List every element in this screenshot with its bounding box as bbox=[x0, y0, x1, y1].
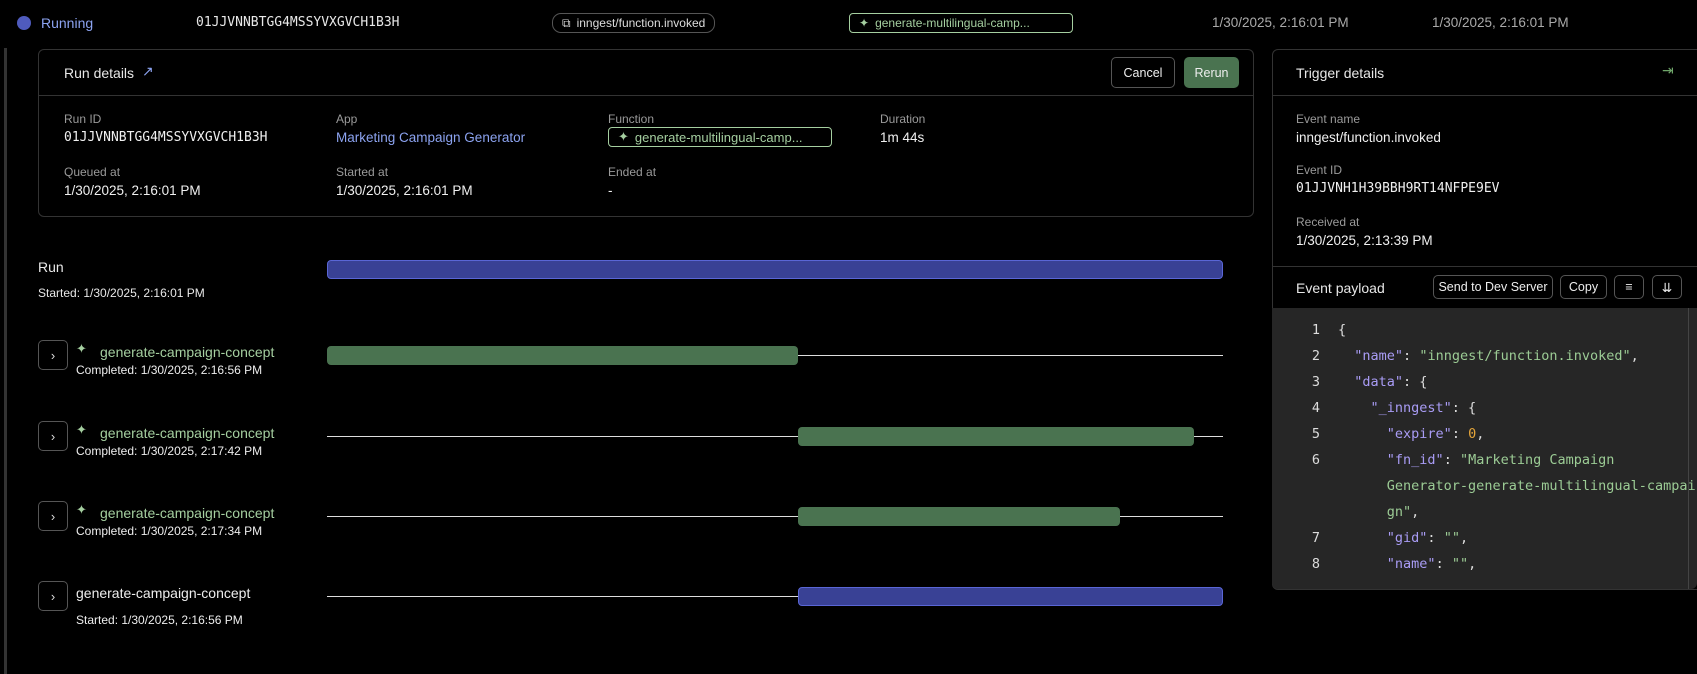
code-line: "_inngest": { bbox=[1370, 400, 1477, 416]
run-details-title: Run details bbox=[64, 65, 135, 81]
app-link[interactable]: Marketing Campaign Generator bbox=[336, 130, 526, 145]
trigger-title: Trigger details bbox=[1296, 65, 1385, 81]
expand-step-button[interactable]: › bbox=[38, 340, 68, 370]
run-details-panel: Run details ↗ Cancel Rerun Run ID 01JJVN… bbox=[38, 49, 1254, 217]
event-id-label: Event ID bbox=[1296, 163, 1343, 177]
step-bar[interactable] bbox=[798, 587, 1223, 606]
sparkle-icon: ✦ bbox=[76, 341, 87, 356]
divider bbox=[39, 95, 1253, 96]
line-number: 3 bbox=[1311, 374, 1320, 390]
step-name[interactable]: generate-campaign-concept bbox=[76, 585, 251, 601]
sort-download-icon[interactable]: ⇊ bbox=[1652, 275, 1682, 299]
step-bar[interactable] bbox=[327, 346, 799, 365]
queued-time: 1/30/2025, 2:16:01 PM bbox=[1212, 15, 1349, 30]
step-time: Completed: 1/30/2025, 2:16:56 PM bbox=[76, 363, 263, 377]
external-link-icon[interactable]: ↗ bbox=[142, 63, 154, 79]
started-value: 1/30/2025, 2:16:01 PM bbox=[336, 183, 473, 198]
received-label: Received at bbox=[1296, 215, 1360, 229]
event-id-value: 01JJVNH1H39BBH9RT14NFPE9EV bbox=[1296, 181, 1500, 196]
app-label: App bbox=[336, 112, 358, 126]
run-label: Run bbox=[38, 259, 64, 275]
expand-step-button[interactable]: › bbox=[38, 421, 68, 451]
rerun-button[interactable]: Rerun bbox=[1184, 57, 1239, 88]
expand-step-button[interactable]: › bbox=[38, 581, 68, 611]
code-line: "data": { bbox=[1354, 374, 1428, 390]
payload-label: Event payload bbox=[1296, 280, 1385, 296]
step-time: Completed: 1/30/2025, 2:17:34 PM bbox=[76, 524, 263, 538]
event-pill[interactable]: ⧉ inngest/function.invoked bbox=[552, 13, 716, 33]
line-number: 6 bbox=[1311, 452, 1320, 468]
step-name[interactable]: generate-campaign-concept bbox=[100, 344, 275, 360]
step-time: Completed: 1/30/2025, 2:17:42 PM bbox=[76, 444, 263, 458]
event-name-value: inngest/function.invoked bbox=[1296, 130, 1441, 145]
function-pill[interactable]: ✦ generate-multilingual-camp... bbox=[608, 127, 832, 147]
divider bbox=[4, 48, 7, 674]
code-line: "name": "inngest/function.invoked", bbox=[1354, 348, 1639, 364]
step-time: Started: 1/30/2025, 2:16:56 PM bbox=[76, 613, 243, 627]
run-id-label: Run ID bbox=[64, 112, 102, 126]
code-line: "name": "", bbox=[1386, 556, 1477, 572]
duration-value: 1m 44s bbox=[880, 130, 925, 145]
step-bar[interactable] bbox=[798, 507, 1120, 526]
run-started: Started: 1/30/2025, 2:16:01 PM bbox=[38, 286, 205, 300]
code-line: { bbox=[1338, 322, 1347, 338]
run-id: 01JJVNNBTGG4MSSYVXGVCH1B3H bbox=[196, 15, 400, 30]
timeline-track bbox=[327, 436, 1223, 437]
line-number: 8 bbox=[1311, 556, 1320, 572]
line-number: 1 bbox=[1311, 322, 1320, 338]
line-number: 7 bbox=[1311, 530, 1320, 546]
step-name[interactable]: generate-campaign-concept bbox=[100, 425, 275, 441]
started-label: Started at bbox=[336, 165, 389, 179]
code-line: Generator-generate-multilingual-campai bbox=[1386, 478, 1696, 494]
send-to-dev-server-button[interactable]: Send to Dev Server bbox=[1433, 275, 1553, 299]
timeline-track bbox=[327, 516, 1223, 517]
queued-label: Queued at bbox=[64, 165, 121, 179]
copy-button[interactable]: Copy bbox=[1560, 275, 1607, 299]
received-value: 1/30/2025, 2:13:39 PM bbox=[1296, 233, 1433, 248]
code-line: "gid": "", bbox=[1386, 530, 1469, 546]
wrap-lines-icon[interactable]: ≡ bbox=[1614, 275, 1644, 299]
ended-label: Ended at bbox=[608, 165, 657, 179]
timeline-track bbox=[327, 596, 1223, 597]
scrollbar[interactable] bbox=[1688, 308, 1689, 589]
line-number: 4 bbox=[1311, 400, 1320, 416]
started-time: 1/30/2025, 2:16:01 PM bbox=[1432, 15, 1569, 30]
function-label: Function bbox=[608, 112, 655, 126]
duration-label: Duration bbox=[880, 112, 926, 126]
line-number: 5 bbox=[1311, 426, 1320, 442]
step-name[interactable]: generate-campaign-concept bbox=[100, 505, 275, 521]
event-icon: ⧉ bbox=[562, 15, 571, 30]
sparkle-icon: ✦ bbox=[859, 16, 870, 30]
sparkle-icon: ✦ bbox=[76, 422, 87, 437]
code-line: "fn_id": "Marketing Campaign bbox=[1386, 452, 1615, 468]
line-number: 2 bbox=[1311, 348, 1320, 364]
collapse-panel-icon[interactable]: ⇥ bbox=[1662, 62, 1674, 78]
payload-code-viewer[interactable]: 1 { 2 "name": "inngest/function.invoked"… bbox=[1272, 308, 1697, 589]
function-pill[interactable]: ✦ generate-multilingual-camp... bbox=[849, 13, 1073, 33]
expand-step-button[interactable]: › bbox=[38, 501, 68, 531]
sparkle-icon: ✦ bbox=[618, 129, 629, 144]
cancel-button[interactable]: Cancel bbox=[1111, 57, 1175, 88]
status-dot-icon bbox=[17, 16, 31, 30]
divider bbox=[1273, 95, 1697, 96]
divider bbox=[1273, 266, 1697, 267]
event-name-label: Event name bbox=[1296, 112, 1361, 126]
run-id-value: 01JJVNNBTGG4MSSYVXGVCH1B3H bbox=[64, 130, 268, 145]
code-line: gn", bbox=[1386, 504, 1420, 520]
ended-value: - bbox=[608, 183, 613, 198]
run-bar bbox=[327, 260, 1223, 279]
queued-value: 1/30/2025, 2:16:01 PM bbox=[64, 183, 201, 198]
trigger-details-panel: Trigger details ⇥ Event name inngest/fun… bbox=[1272, 49, 1697, 590]
run-status: Running bbox=[41, 15, 94, 31]
code-line: "expire": 0, bbox=[1386, 426, 1485, 442]
sparkle-icon: ✦ bbox=[76, 502, 87, 517]
step-bar[interactable] bbox=[798, 427, 1195, 446]
